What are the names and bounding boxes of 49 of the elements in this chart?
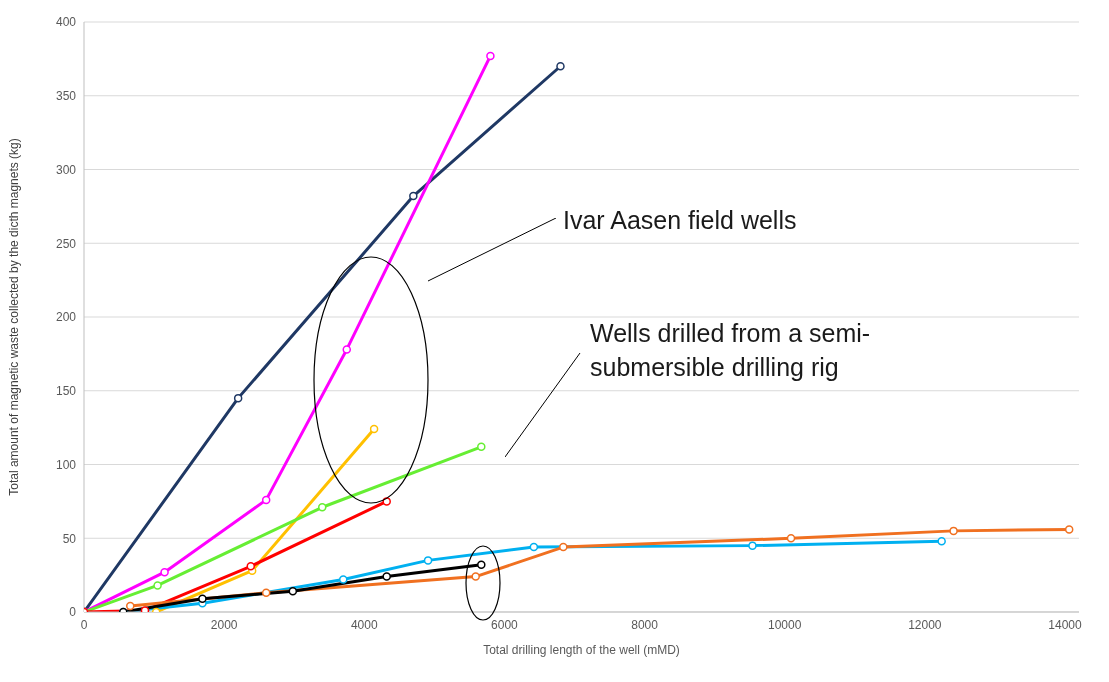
point <box>529 542 539 552</box>
annotation: Ivar Aasen field wells <box>563 205 798 236</box>
point <box>246 562 256 571</box>
x-tick-label: 12000 <box>908 617 942 632</box>
point <box>261 588 271 598</box>
point <box>748 541 757 550</box>
point <box>556 62 565 71</box>
x-tick-label: 0 <box>80 617 88 632</box>
point <box>486 51 495 61</box>
point <box>382 572 391 581</box>
point <box>339 575 348 584</box>
point <box>409 191 418 201</box>
point <box>559 542 568 552</box>
point <box>423 556 433 565</box>
x-tick-label: 4000 <box>350 617 378 632</box>
y-tick-label: 0 <box>69 605 77 620</box>
point <box>369 424 379 434</box>
point <box>261 495 271 505</box>
point <box>153 581 162 590</box>
x-axis-title: Total drilling length of the well (mMD) <box>483 643 680 657</box>
y-tick-label: 250 <box>55 236 77 251</box>
point <box>342 345 352 354</box>
point <box>937 536 946 546</box>
point <box>233 393 243 403</box>
x-tick-label: 6000 <box>491 617 519 632</box>
y-tick-label: 200 <box>55 310 77 325</box>
y-tick-label: 350 <box>55 89 77 104</box>
point <box>786 534 796 543</box>
y-tick-label: 300 <box>55 162 77 177</box>
y-tick-label: 400 <box>55 15 77 30</box>
point <box>477 442 486 452</box>
point <box>160 567 169 577</box>
x-tick-label: 14000 <box>1048 617 1082 632</box>
point <box>198 594 207 603</box>
y-tick-label: 150 <box>55 384 77 399</box>
x-tick-label: 8000 <box>631 617 659 632</box>
point <box>949 526 958 536</box>
y-tick-label: 50 <box>62 531 77 546</box>
x-tick-label: 10000 <box>768 617 802 632</box>
annotation: Wells drilled from a semi-submersible drilling rig <box>590 318 872 383</box>
point <box>288 587 298 596</box>
point <box>477 560 486 570</box>
point <box>126 601 135 611</box>
point <box>471 572 480 581</box>
point <box>1064 525 1074 534</box>
y-axis-title: Total amount of magnetic waste collected by the dicth magnets (kg) <box>7 138 22 496</box>
point <box>317 503 327 512</box>
x-tick-label: 2000 <box>210 617 238 632</box>
y-tick-label: 100 <box>55 457 77 472</box>
